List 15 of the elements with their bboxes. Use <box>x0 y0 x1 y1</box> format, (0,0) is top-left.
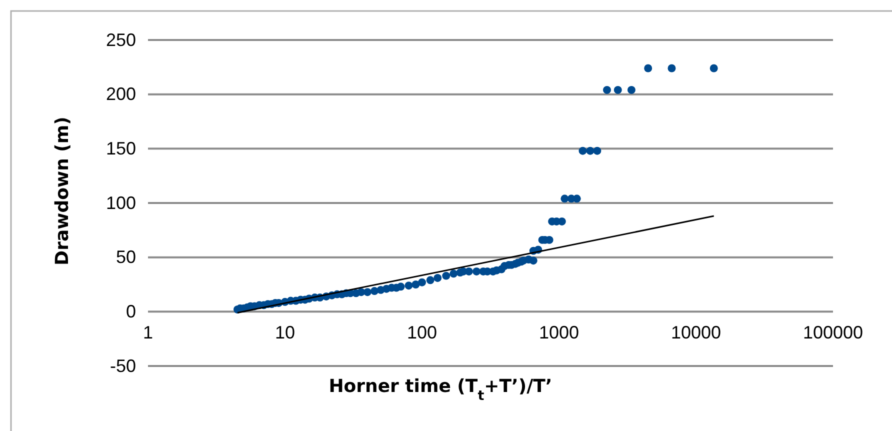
x-tick-label: 1 <box>142 322 154 342</box>
y-tick-label: 150 <box>106 138 136 158</box>
x-tick-label: 1000 <box>538 322 580 342</box>
y-tick-label: -50 <box>110 356 136 376</box>
x-tick-label: 10 <box>274 322 296 342</box>
x-tick-label: 100 <box>406 322 438 342</box>
y-tick-label: 200 <box>106 84 136 104</box>
y-axis-title: Drawdown (m) <box>52 116 73 266</box>
x-axis-title: Horner time (T$_{t}$+T’)/T’ <box>328 376 552 404</box>
y-tick-label: 0 <box>126 301 136 322</box>
y-tick-label: 250 <box>106 30 136 50</box>
x-tick-label: 100000 <box>802 322 864 342</box>
y-tick-label: 50 <box>116 247 136 268</box>
x-tick-label: 10000 <box>670 322 722 342</box>
y-tick-label: 100 <box>106 192 136 213</box>
